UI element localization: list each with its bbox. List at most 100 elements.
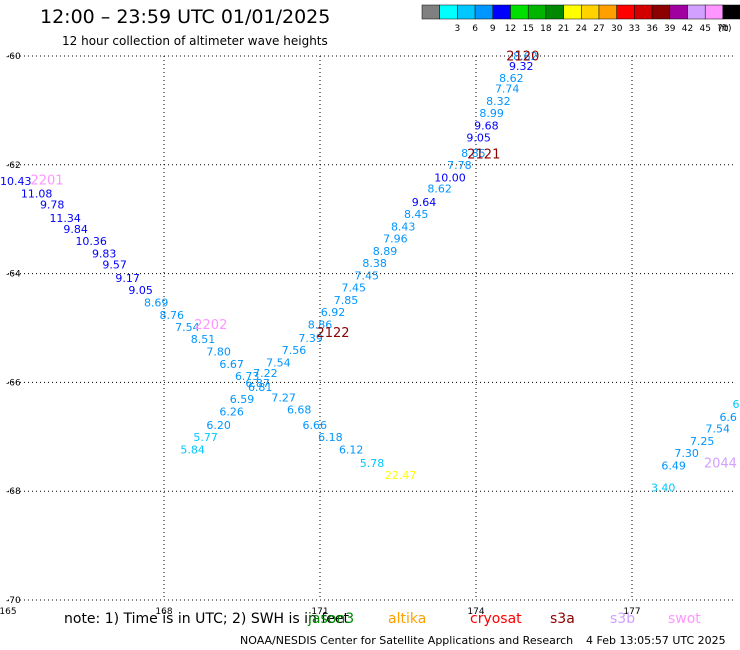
colorbar-swatch <box>651 4 671 20</box>
y-tick-label: -70 <box>6 596 21 606</box>
legend-altika: altika <box>388 611 427 627</box>
colorbar-label: 70 <box>717 24 729 34</box>
swh-data-label: 8.43 <box>391 220 416 233</box>
swh-data-label: 7.54 <box>175 321 200 334</box>
y-tick-label: -62 <box>6 161 21 171</box>
colorbar-label: 9 <box>490 24 496 34</box>
swh-data-label: 8.76 <box>160 309 185 322</box>
colorbar-label: 15 <box>522 24 533 34</box>
pass-label: 2122 <box>316 326 349 341</box>
colorbar-label: 39 <box>664 24 676 34</box>
swh-data-label: 5.77 <box>193 431 218 444</box>
colorbar-label: 3 <box>455 24 461 34</box>
swh-data-label: 5.78 <box>360 457 385 470</box>
swh-data-label: 11.34 <box>49 212 81 225</box>
swh-data-label: 6.66 <box>303 419 328 432</box>
swh-data-label: 22.47 <box>385 469 417 482</box>
swh-data-label: 6.68 <box>287 404 312 417</box>
swh-data-label: 9.84 <box>63 223 88 236</box>
swh-data-label: 9.17 <box>115 272 140 285</box>
colorbar-swatch <box>439 4 458 20</box>
swh-data-label: 6.92 <box>321 306 346 319</box>
swh-data-label: 6.81 <box>248 381 273 394</box>
colorbar-label: 36 <box>646 24 658 34</box>
swh-data-label: 7.30 <box>674 447 699 460</box>
swh-data-label: 8.89 <box>373 245 398 258</box>
swh-data-label: 6.20 <box>206 419 231 432</box>
pass-label: 2201 <box>30 174 63 189</box>
colorbar-label: 45 <box>699 24 710 34</box>
colorbar-swatch <box>421 4 440 20</box>
pass-label: 2044 <box>704 457 737 472</box>
swh-data-label: 10.43 <box>0 175 32 188</box>
swh-data-label: 8.62 <box>499 72 524 85</box>
swh-data-label: 6.12 <box>339 443 364 456</box>
swh-data-label: 7.85 <box>334 294 359 307</box>
swh-data-label: 6.73 <box>235 370 260 383</box>
colorbar-swatch <box>634 4 653 20</box>
legend-cryosat: cryosat <box>470 611 522 627</box>
swh-data-label: 8.45 <box>404 208 429 221</box>
pass-label: 2202 <box>194 318 227 333</box>
footer-note: note: 1) Time is in UTC; 2) SWH is in fe… <box>64 611 350 627</box>
swh-data-label: 6.6 <box>719 411 737 424</box>
swh-data-label: 8.62 <box>513 50 538 63</box>
colorbar-swatch <box>492 4 511 20</box>
swh-data-label: 8.38 <box>362 257 387 270</box>
swh-data-label: 7.25 <box>690 435 715 448</box>
swh-data-label: 5.84 <box>180 443 205 456</box>
colorbar-swatch <box>722 4 740 20</box>
swh-data-label: 9.83 <box>92 248 117 261</box>
swh-data-label: 6.18 <box>318 431 343 444</box>
swh-data-label: 9.32 <box>509 60 534 73</box>
swh-data-label: 8.69 <box>144 297 169 310</box>
swh-data-label: 7.27 <box>271 392 296 405</box>
pass-label: 2120 <box>506 50 539 65</box>
swh-data-label: 3.40 <box>651 481 676 494</box>
swh-data-label: 11.08 <box>21 188 53 201</box>
colorbar-label: 24 <box>576 24 588 34</box>
swh-data-label: 6 <box>733 398 740 411</box>
colorbar-label: 30 <box>611 24 623 34</box>
colorbar-swatch <box>598 4 617 20</box>
x-tick-label: 171 <box>311 607 328 617</box>
swh-data-label: 7.96 <box>383 232 408 245</box>
swh-data-label: 7.80 <box>206 345 231 358</box>
colorbar-swatch <box>704 4 724 20</box>
colorbar-swatch <box>669 4 688 20</box>
y-tick-label: -64 <box>6 270 21 280</box>
swh-data-label: 7.39 <box>298 332 323 345</box>
colorbar-swatch <box>545 4 564 20</box>
page-title: 12:00 – 23:59 UTC 01/01/2025 <box>40 6 331 28</box>
y-tick-label: -68 <box>6 487 21 497</box>
colorbar-swatch <box>457 4 476 20</box>
colorbar-swatch <box>616 4 635 20</box>
swh-data-label: 8.99 <box>479 107 504 120</box>
swh-data-label: 6.59 <box>230 393 255 406</box>
x-tick-label: 165 <box>0 607 17 617</box>
x-tick-label: 177 <box>623 607 640 617</box>
swh-data-label: 9.57 <box>102 258 127 271</box>
swh-data-label: 7.74 <box>495 83 520 96</box>
swh-data-label: 7.54 <box>266 356 291 369</box>
swh-data-label: 7.54 <box>706 423 731 436</box>
swh-data-label: 6.87 <box>245 377 270 390</box>
colorbar-swatch <box>563 4 582 20</box>
swh-data-label: 7.22 <box>253 367 278 380</box>
colorbar-swatch <box>687 4 706 20</box>
x-tick-label: 168 <box>155 607 172 617</box>
swh-data-label: 9.05 <box>466 132 491 145</box>
colorbar-label: 42 <box>682 24 693 34</box>
colorbar-label: 21 <box>558 24 569 34</box>
swh-data-label: 8.51 <box>191 333 216 346</box>
colorbar-units: (ft) <box>718 24 732 34</box>
swh-data-label: 7.45 <box>342 281 367 294</box>
legend-jason3: jason3 <box>308 611 355 627</box>
swh-data-label: 8.85 <box>461 147 486 160</box>
swh-data-label: 10.36 <box>75 235 107 248</box>
colorbar-label: 12 <box>505 24 516 34</box>
footer-credit: NOAA/NESDIS Center for Satellite Applica… <box>240 634 574 647</box>
colorbar-label: 33 <box>629 24 640 34</box>
y-tick-label: -60 <box>6 52 21 62</box>
footer-timestamp: 4 Feb 13:05:57 UTC 2025 <box>586 634 726 647</box>
